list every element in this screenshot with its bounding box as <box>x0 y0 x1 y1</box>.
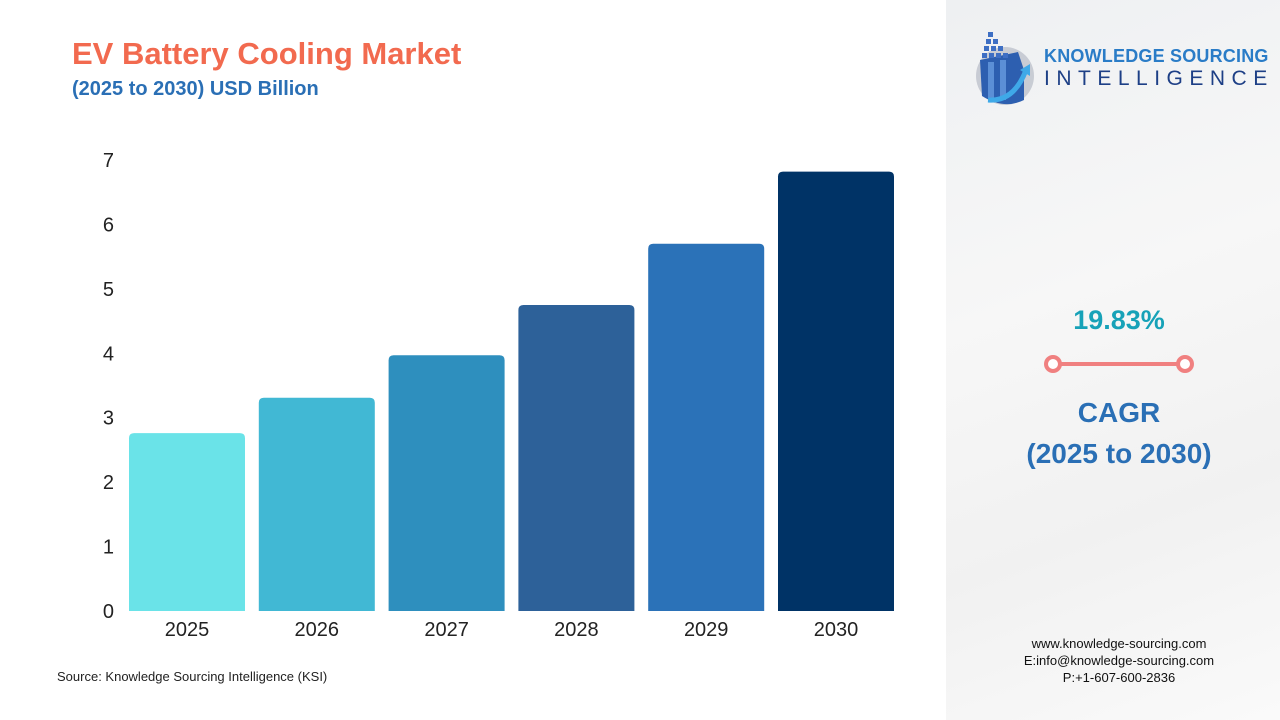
bar-2025 <box>129 433 245 611</box>
x-tick-label: 2027 <box>424 619 469 641</box>
bar-chart: 0 1 2 3 4 5 6 7 2025 2026 2027 2028 2029 2030 <box>103 150 894 641</box>
website-link[interactable]: www.knowledge-sourcing.com <box>1031 636 1207 651</box>
sidebar-panel: KNOWLEDGE SOURCING INTELLIGENCE 19.83% C… <box>946 0 1280 720</box>
y-tick-label: 4 <box>103 343 114 365</box>
cagr-label: CAGR <box>1077 397 1161 428</box>
divider-dot-left <box>1044 355 1062 373</box>
x-tick-label: 2028 <box>554 619 599 641</box>
x-tick-label: 2029 <box>684 619 729 641</box>
source-note: Source: Knowledge Sourcing Intelligence … <box>57 669 328 684</box>
cagr-period: (2025 to 2030) <box>1026 438 1212 469</box>
y-tick-label: 0 <box>103 601 114 623</box>
y-tick-label: 7 <box>103 150 114 172</box>
logo-icon <box>976 32 1034 105</box>
y-tick-label: 2 <box>103 472 114 494</box>
email-link[interactable]: E:info@knowledge-sourcing.com <box>1023 653 1215 668</box>
bar-2027 <box>388 355 505 611</box>
x-tick-label: 2030 <box>814 619 859 641</box>
y-tick-label: 1 <box>103 537 114 559</box>
x-tick-label: 2026 <box>295 619 340 641</box>
divider-line <box>1046 362 1186 366</box>
y-tick-label: 3 <box>103 408 114 430</box>
logo-line2: INTELLIGENCE <box>1044 67 1274 90</box>
chart-title: EV Battery Cooling Market <box>72 36 462 71</box>
bar-2029 <box>648 243 765 611</box>
bar-2030 <box>778 171 894 611</box>
cagr-value: 19.83% <box>1073 305 1165 335</box>
phone-number: P:+1-607-600-2836 <box>1062 670 1176 685</box>
chart-subtitle: (2025 to 2030) USD Billion <box>72 78 319 100</box>
logo-line1: KNOWLEDGE SOURCING <box>1044 46 1269 66</box>
bar-2028 <box>518 304 635 611</box>
x-tick-label: 2025 <box>165 619 210 641</box>
bar-2026 <box>258 397 375 611</box>
company-logo: KNOWLEDGE SOURCING INTELLIGENCE <box>974 30 1274 106</box>
y-tick-label: 5 <box>103 279 114 301</box>
divider-dot-right <box>1176 355 1194 373</box>
y-tick-label: 6 <box>103 214 114 236</box>
